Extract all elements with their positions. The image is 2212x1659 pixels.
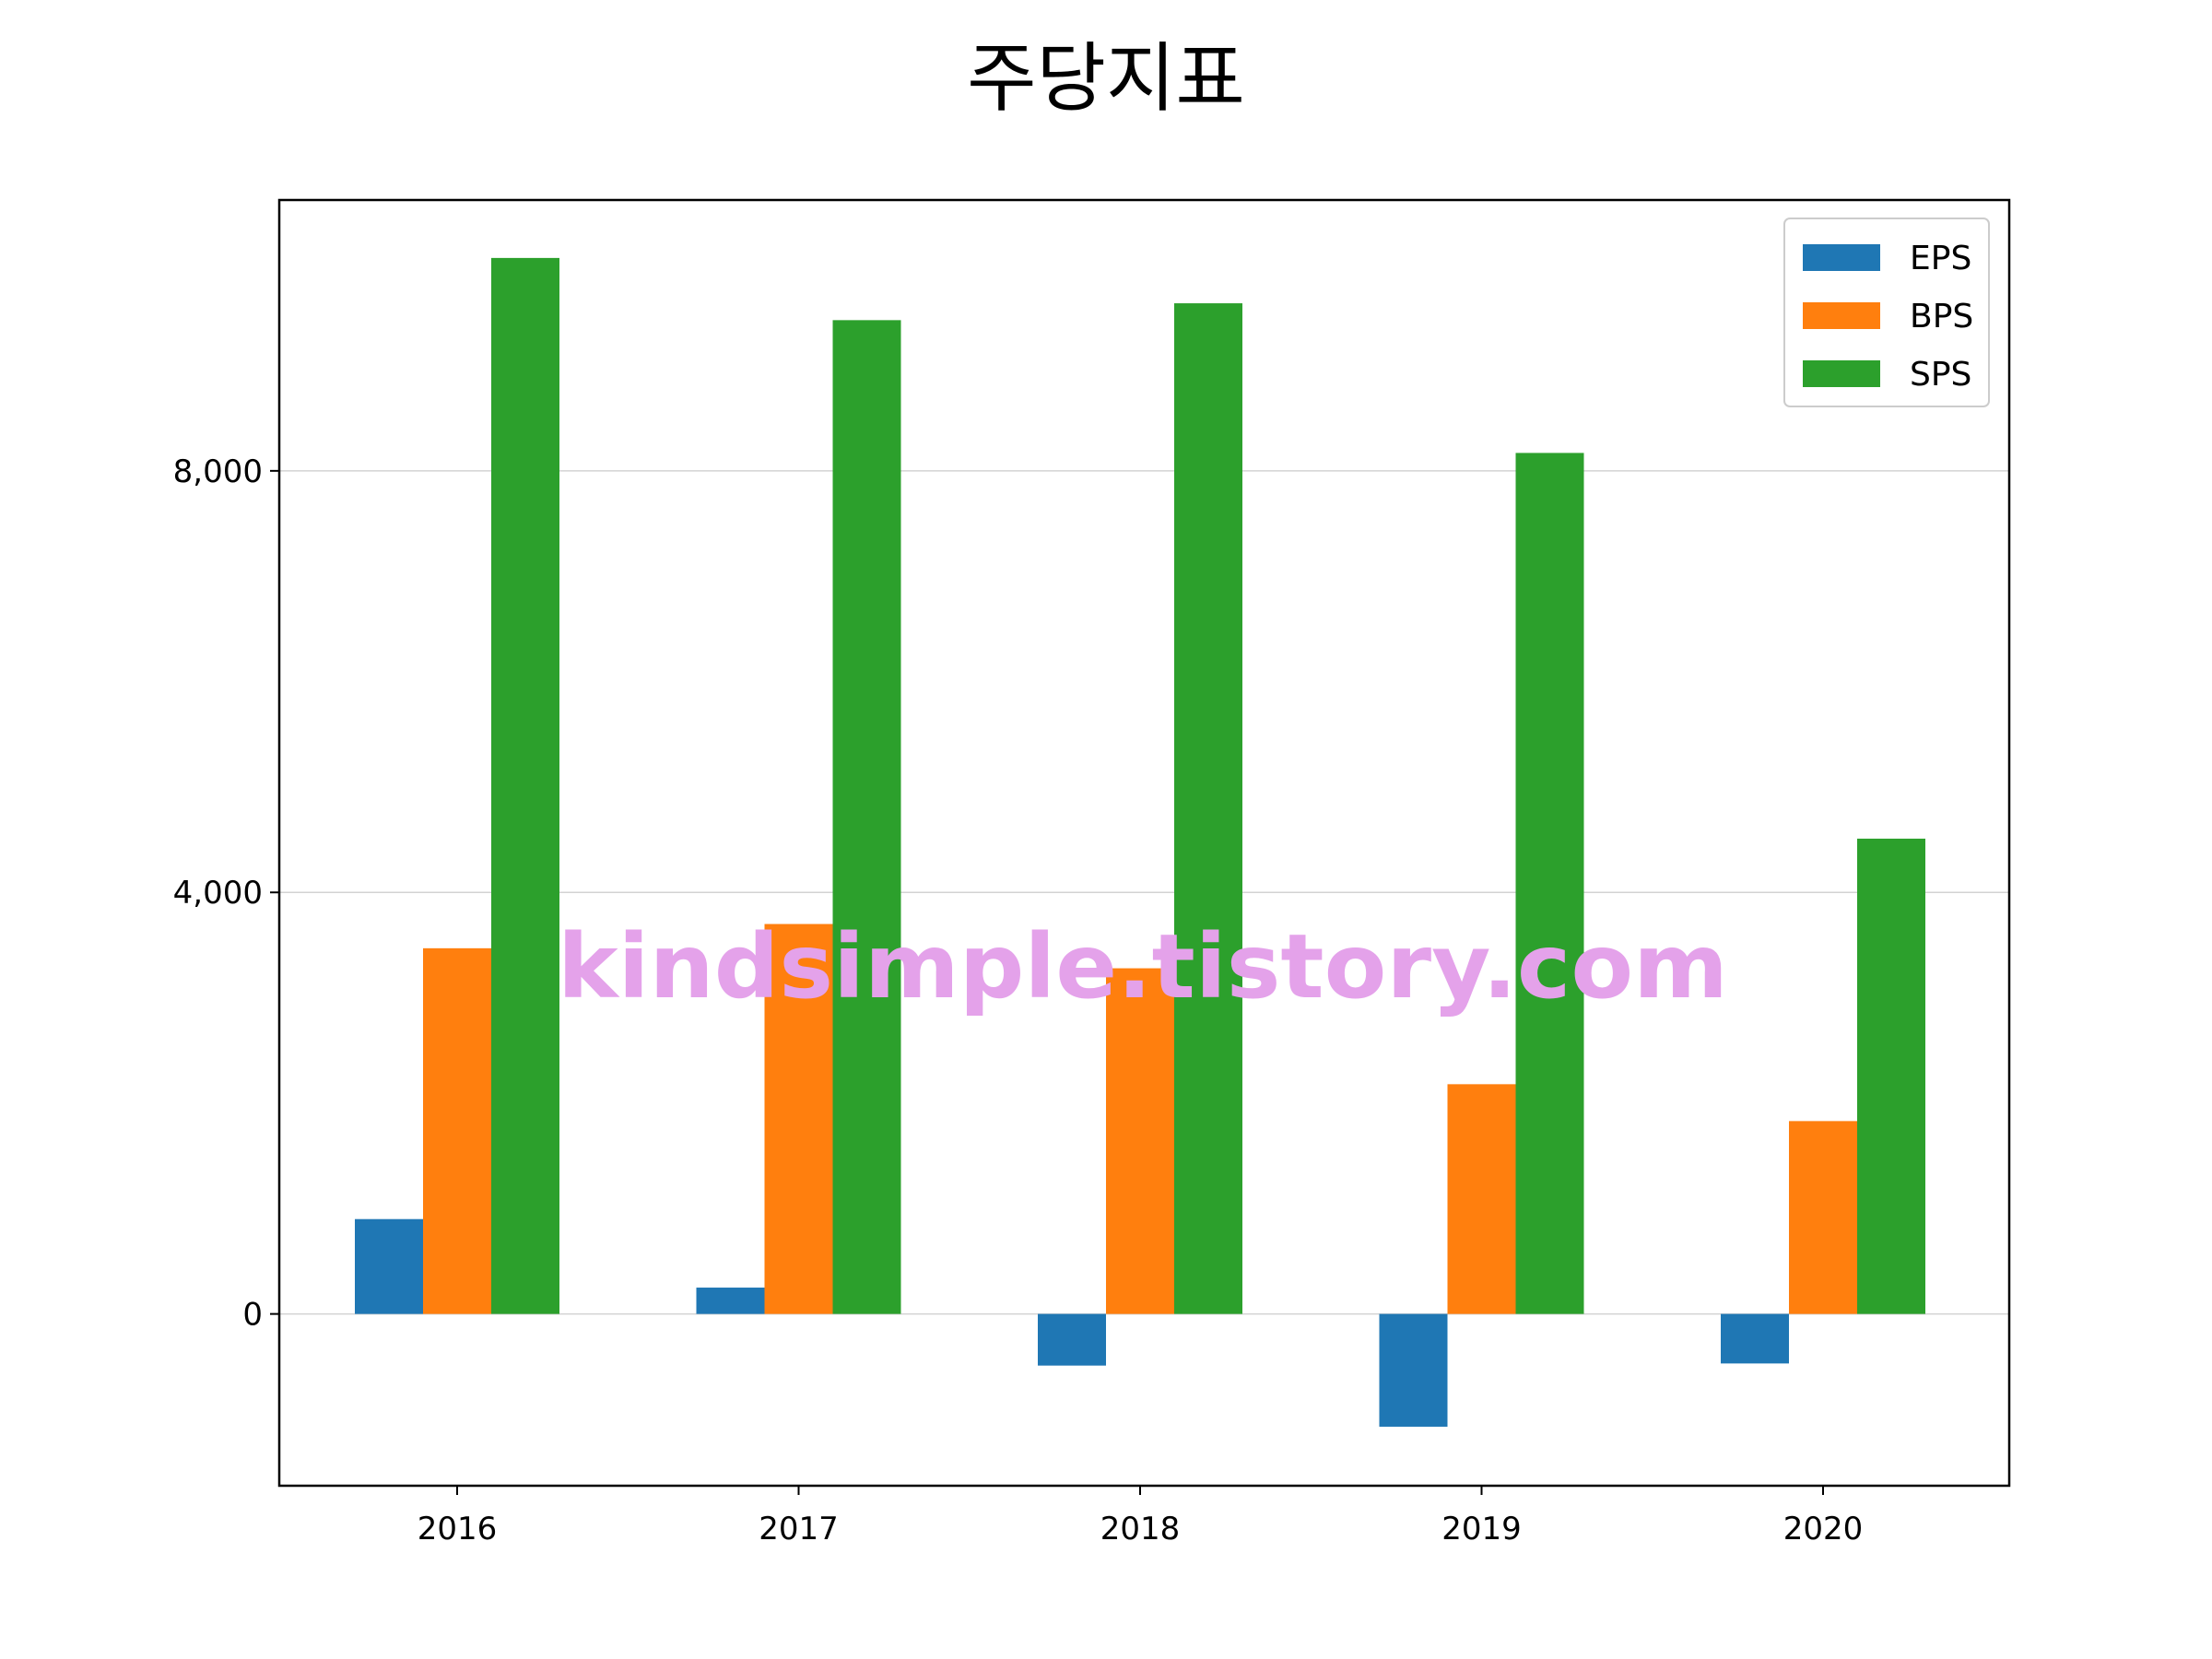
bar-bps-2018 [1106, 968, 1174, 1314]
x-tick-label: 2019 [1441, 1511, 1522, 1547]
bar-sps-2016 [491, 257, 559, 1314]
watermark-text: kindsimple.tistory.com [558, 915, 1728, 1018]
legend-swatch-sps [1803, 360, 1880, 387]
legend: EPS BPS SPS [1783, 218, 1990, 407]
bar-sps-2018 [1174, 303, 1242, 1314]
legend-swatch-eps [1803, 244, 1880, 271]
axis-layer: 0 4,000 8,000 2016 2017 2018 2019 2020 [173, 198, 2011, 1547]
x-tick-label: 2018 [1100, 1511, 1181, 1547]
bar-eps-2020 [1721, 1313, 1789, 1364]
bar-eps-2016 [355, 1218, 423, 1314]
bar-sps-2017 [832, 320, 901, 1314]
bar-bps-2020 [1789, 1121, 1857, 1314]
legend-label-eps: EPS [1910, 240, 1971, 277]
bar-eps-2017 [696, 1288, 765, 1314]
x-tick-label: 2016 [418, 1511, 498, 1547]
bars-layer [355, 257, 1925, 1427]
bar-bps-2017 [764, 924, 833, 1314]
legend-label-bps: BPS [1910, 298, 1973, 335]
y-tick-label: 4,000 [173, 875, 263, 912]
x-tick-label: 2017 [759, 1511, 839, 1547]
bar-sps-2020 [1857, 838, 1925, 1314]
bar-eps-2018 [1038, 1313, 1106, 1366]
bar-bps-2019 [1447, 1084, 1516, 1314]
legend-swatch-bps [1803, 302, 1880, 329]
x-tick-label: 2020 [1783, 1511, 1864, 1547]
bar-bps-2016 [423, 947, 491, 1314]
legend-label-sps: SPS [1910, 356, 1971, 394]
y-tick-label: 8,000 [173, 453, 263, 490]
bar-sps-2019 [1515, 453, 1584, 1314]
bar-eps-2019 [1379, 1313, 1448, 1427]
plot-frame [277, 198, 2011, 1488]
watermark: kindsimple.tistory.com [558, 915, 1728, 1018]
chart-title: 주당지표 [967, 35, 1245, 123]
y-tick-label: 0 [242, 1297, 263, 1334]
